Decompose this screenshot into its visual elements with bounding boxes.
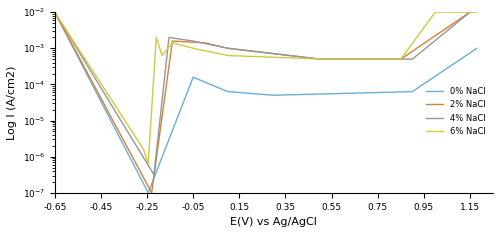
4% NaCl xyxy=(368,58,374,61)
4% NaCl xyxy=(467,11,473,14)
4% NaCl xyxy=(52,11,58,14)
0% NaCl xyxy=(374,91,380,94)
6% NaCl xyxy=(145,162,151,165)
6% NaCl xyxy=(374,58,380,61)
2% NaCl xyxy=(429,37,435,40)
2% NaCl xyxy=(467,11,473,14)
Y-axis label: Log I (A/cm2): Log I (A/cm2) xyxy=(7,65,17,140)
0% NaCl xyxy=(370,91,376,94)
6% NaCl xyxy=(156,46,162,49)
0% NaCl xyxy=(212,85,218,88)
Legend: 0% NaCl, 2% NaCl, 4% NaCl, 6% NaCl: 0% NaCl, 2% NaCl, 4% NaCl, 6% NaCl xyxy=(423,84,489,139)
4% NaCl xyxy=(104,97,110,100)
Line: 6% NaCl: 6% NaCl xyxy=(55,12,477,164)
6% NaCl xyxy=(347,58,353,61)
6% NaCl xyxy=(474,11,480,14)
4% NaCl xyxy=(380,58,386,61)
0% NaCl xyxy=(241,91,247,94)
2% NaCl xyxy=(148,191,154,194)
6% NaCl xyxy=(52,11,58,14)
0% NaCl xyxy=(145,191,151,194)
6% NaCl xyxy=(67,34,73,37)
2% NaCl xyxy=(52,11,58,14)
4% NaCl xyxy=(435,37,441,40)
2% NaCl xyxy=(98,98,104,100)
Line: 0% NaCl: 0% NaCl xyxy=(55,12,477,193)
2% NaCl xyxy=(282,54,288,56)
4% NaCl xyxy=(151,173,157,176)
6% NaCl xyxy=(222,54,228,56)
4% NaCl xyxy=(465,12,471,15)
0% NaCl xyxy=(474,47,480,50)
X-axis label: E(V) vs Ag/AgCl: E(V) vs Ag/AgCl xyxy=(230,217,318,227)
Line: 2% NaCl: 2% NaCl xyxy=(55,12,470,193)
4% NaCl xyxy=(150,171,156,174)
0% NaCl xyxy=(52,11,58,14)
0% NaCl xyxy=(178,109,184,112)
2% NaCl xyxy=(150,181,156,184)
Line: 4% NaCl: 4% NaCl xyxy=(55,12,470,175)
0% NaCl xyxy=(92,89,98,92)
2% NaCl xyxy=(72,47,78,50)
6% NaCl xyxy=(142,154,148,157)
2% NaCl xyxy=(64,34,70,37)
